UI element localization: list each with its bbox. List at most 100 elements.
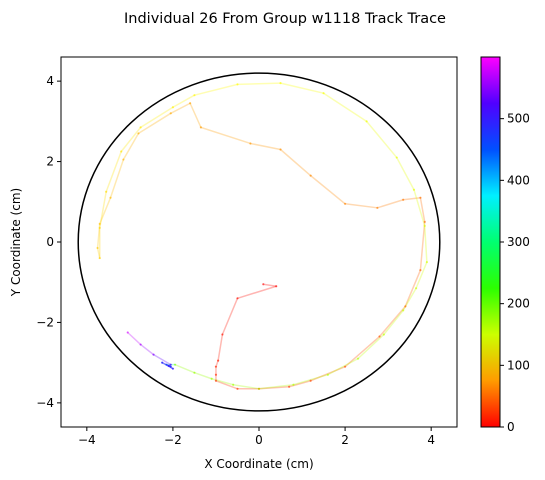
trace-segment — [126, 331, 142, 346]
trace-segment — [139, 343, 155, 356]
trace-segment — [309, 174, 346, 205]
trace-segment — [344, 203, 379, 209]
trace-segment — [96, 247, 101, 259]
trace-point — [326, 373, 329, 376]
trace-point — [171, 367, 175, 370]
trace-segment — [258, 384, 295, 390]
trace-point — [139, 126, 142, 129]
trace-point — [288, 385, 291, 388]
trace-segment — [210, 377, 234, 386]
trace-point — [423, 220, 426, 223]
trace-point — [382, 333, 385, 336]
trace-point — [395, 156, 398, 159]
trace-segment — [404, 269, 422, 308]
trace-point — [96, 246, 99, 250]
trace-segment — [193, 83, 239, 96]
trace-point — [171, 106, 175, 109]
trace-point — [139, 343, 142, 346]
trace-point — [292, 383, 295, 386]
trace-point — [109, 196, 112, 199]
y-axis-label: Y Coordinate (cm) — [9, 188, 23, 297]
trace-segment — [383, 309, 404, 336]
trace-segment — [189, 102, 202, 129]
trace-point — [120, 150, 123, 153]
trace-segment — [174, 363, 196, 374]
trace-point — [412, 188, 416, 191]
trace-point — [404, 305, 407, 308]
trace-point — [257, 387, 261, 390]
trace-point — [167, 364, 170, 367]
y-tick-label: 0 — [46, 235, 54, 249]
colorbar-tick-label: 100 — [507, 358, 530, 372]
trace-segment — [152, 353, 172, 366]
y-tick-label: 4 — [46, 74, 54, 88]
trace-point — [165, 363, 168, 366]
trace-segment — [217, 333, 224, 362]
trace-point — [217, 359, 220, 362]
trace-point — [249, 142, 252, 145]
trace-segment — [221, 297, 239, 336]
trace-point — [169, 112, 172, 115]
y-tick-label: −2 — [36, 315, 54, 329]
trace-segment — [419, 221, 426, 271]
trace-point — [169, 363, 172, 366]
trace-segment — [344, 335, 381, 368]
trace-point — [376, 206, 379, 209]
trace-point — [236, 297, 239, 300]
trace-segment — [137, 112, 172, 135]
trace-segment — [357, 333, 385, 360]
trace-segment — [105, 150, 123, 193]
trace-point — [221, 333, 224, 336]
colorbar-tick-label: 0 — [507, 420, 515, 434]
trace-segment — [413, 188, 426, 227]
trace-point — [262, 283, 265, 286]
chart-title: Individual 26 From Group w1118 Track Tra… — [124, 11, 446, 27]
trace-point — [232, 383, 235, 386]
trace-segment — [98, 190, 107, 229]
trace-segment — [215, 380, 239, 390]
y-tick-label: 2 — [46, 155, 54, 169]
trace-point — [214, 373, 218, 376]
trace-point — [365, 120, 368, 123]
trace-point — [214, 365, 218, 368]
trace-segment — [262, 283, 277, 287]
trace-point — [161, 361, 164, 364]
trace-segment — [279, 82, 325, 94]
trace-point — [152, 353, 155, 356]
trace-segment — [98, 197, 112, 225]
trace-segment — [378, 305, 407, 338]
trace-segment — [249, 142, 282, 151]
trace-point — [173, 363, 177, 366]
trace-segment — [200, 126, 252, 145]
trace-segment — [365, 120, 398, 159]
colorbar: 0 100 200 300 400 500 — [480, 56, 530, 434]
trace-segment — [423, 225, 428, 263]
trace-segment — [193, 371, 213, 380]
trace-segment — [402, 197, 422, 201]
trace-segment — [415, 261, 428, 289]
trace-segment — [419, 197, 426, 223]
trace-point — [322, 92, 325, 95]
trace-point — [126, 331, 129, 334]
trace-point — [122, 158, 125, 161]
colorbar-tick-label: 500 — [507, 112, 530, 126]
trace-point — [214, 379, 218, 382]
colorbar-gradient — [480, 56, 501, 428]
trace-segment — [376, 199, 404, 209]
trace-segment — [120, 126, 142, 153]
trace-point — [309, 174, 312, 177]
trace-point — [419, 269, 422, 272]
trace-point — [210, 377, 213, 380]
trace-segment — [279, 148, 312, 177]
y-axis: −4 −2 0 2 4 — [36, 74, 61, 410]
x-tick-label: −2 — [164, 433, 182, 447]
trace-point — [402, 198, 405, 201]
trace-point — [423, 224, 426, 228]
x-axis: −4 −2 0 2 4 — [78, 427, 435, 447]
trace-point — [193, 94, 196, 97]
trace-segment — [170, 102, 191, 115]
trace-segment — [395, 156, 415, 191]
trace-segment — [109, 158, 125, 199]
trace-segment — [139, 106, 174, 129]
x-axis-label: X Coordinate (cm) — [204, 457, 313, 471]
